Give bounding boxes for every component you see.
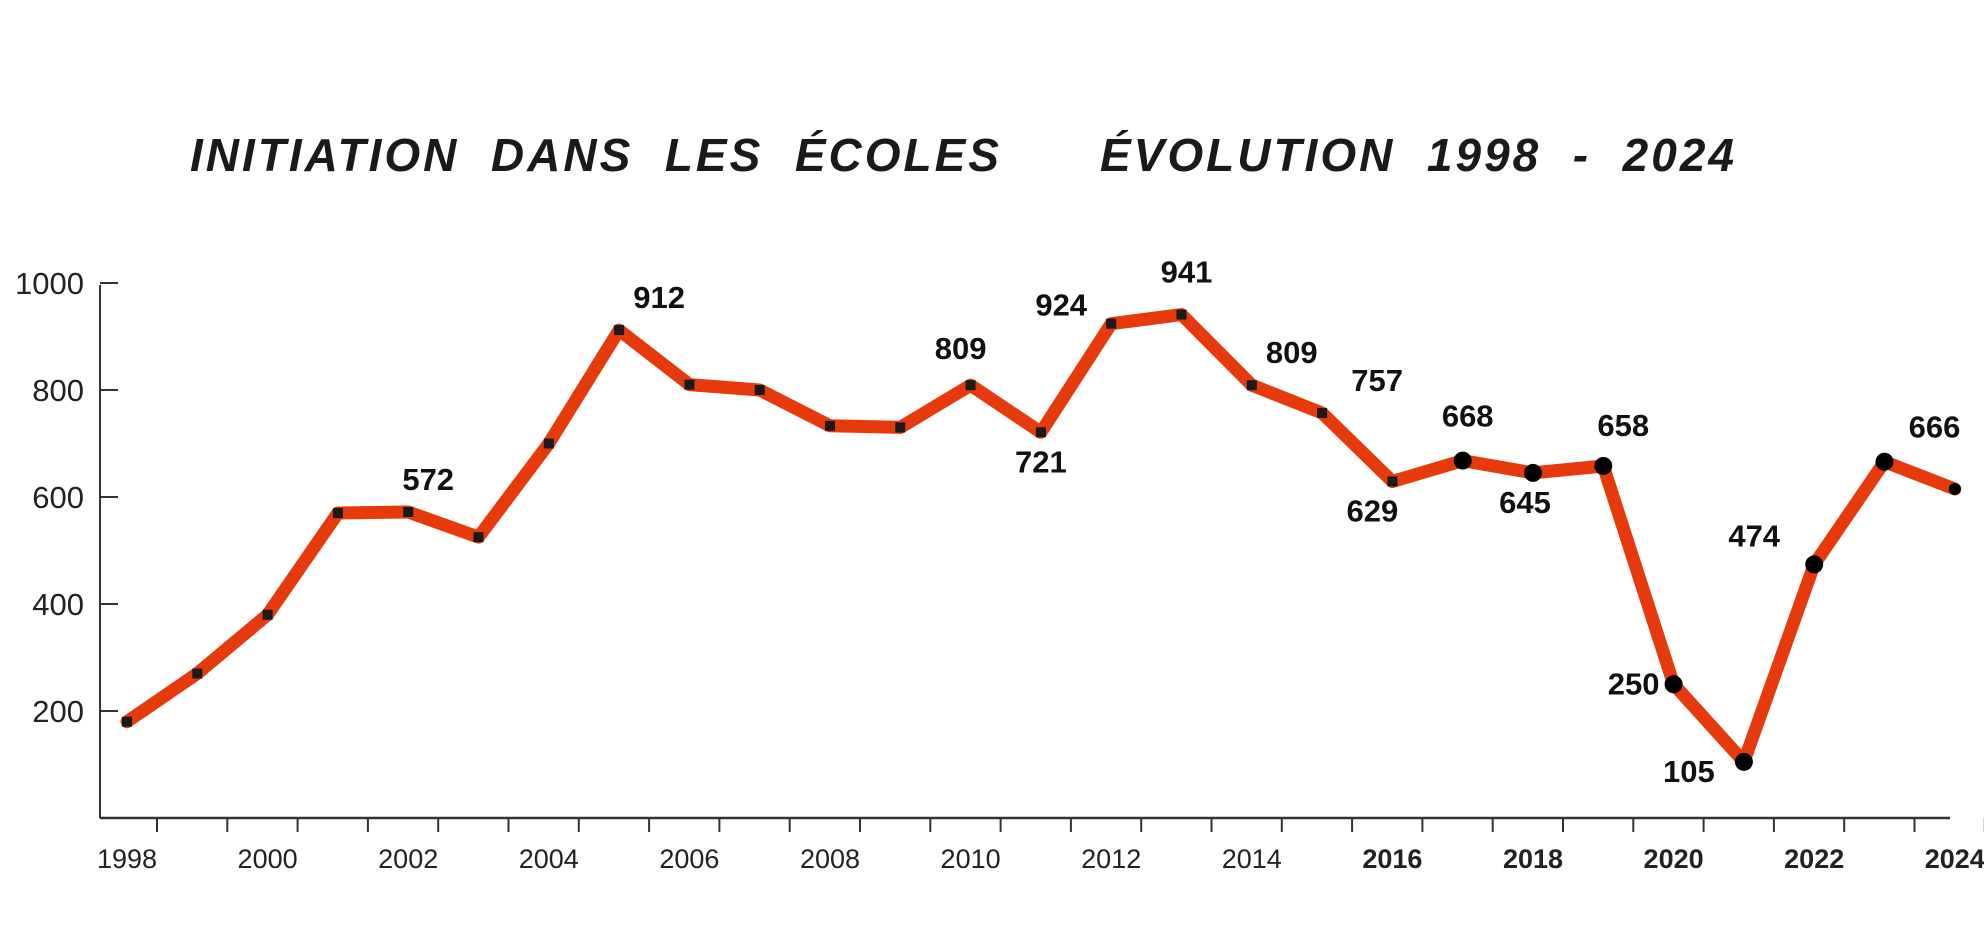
x-tick-label: 2010 [941, 844, 1001, 874]
y-tick-label: 400 [32, 587, 84, 622]
y-axis-ticks: 200 400 600 800 1000 [15, 266, 118, 729]
data-label-2014: 809 [1266, 335, 1318, 370]
data-point-2009 [895, 422, 906, 433]
x-tick-label: 2004 [519, 844, 579, 874]
chart-title: INITIATION DANS LES ÉCOLES ÉVOLUTION 199… [0, 128, 1984, 188]
data-point-2020 [1664, 675, 1683, 694]
y-tick-label: 200 [32, 694, 84, 729]
data-label-2019: 658 [1597, 408, 1649, 443]
x-tick-label: 2018 [1503, 844, 1563, 874]
x-tick-label: 2008 [800, 844, 860, 874]
data-point-2018 [1524, 463, 1542, 482]
y-tick-label: 1000 [15, 266, 84, 301]
data-point-2024 [1948, 482, 1961, 495]
data-point-2022 [1805, 555, 1824, 574]
y-tick-label: 600 [32, 480, 84, 515]
data-point-1998 [122, 716, 132, 727]
data-point-2011 [1035, 427, 1046, 438]
data-point-2003 [473, 532, 484, 543]
x-tick-label: 2024 [1925, 844, 1984, 874]
data-point-2008 [825, 420, 835, 431]
data-point-2023 [1875, 452, 1894, 471]
x-tick-label: 2016 [1362, 844, 1422, 874]
data-point-2010 [965, 380, 976, 391]
data-point-1999 [192, 668, 203, 679]
x-tick-label: 1998 [97, 844, 157, 874]
data-point-2013 [1176, 309, 1187, 320]
data-point-2021 [1734, 752, 1753, 771]
x-tick-label: 2014 [1222, 844, 1282, 874]
data-label-2018: 645 [1499, 485, 1551, 520]
data-label-2011: 721 [1015, 444, 1067, 479]
x-axis-ticks: 1998 2000 2002 2004 2006 2008 2010 2012 2014 2016… [97, 818, 1984, 874]
data-point-2019 [1594, 456, 1613, 475]
data-point-2006 [684, 379, 695, 390]
chart-axes [99, 285, 1950, 820]
data-label-2012: 924 [1035, 288, 1087, 323]
data-label-2016: 629 [1347, 493, 1399, 528]
data-point-2014 [1246, 380, 1257, 391]
data-label-2021: 105 [1663, 754, 1715, 789]
x-tick-label: 2006 [659, 844, 719, 874]
data-point-2002 [403, 506, 414, 517]
data-label-2013: 941 [1161, 255, 1213, 290]
x-tick-label: 2002 [378, 844, 438, 874]
x-tick-label: 2000 [238, 844, 298, 874]
data-point-2004 [543, 438, 554, 449]
data-point-2017 [1453, 451, 1472, 470]
x-tick-label: 2020 [1644, 844, 1704, 874]
data-point-2012 [1106, 318, 1117, 329]
data-point-2016 [1387, 476, 1398, 487]
x-tick-label: 2012 [1081, 844, 1141, 874]
data-label-2005: 912 [633, 280, 685, 315]
data-point-2007 [754, 385, 765, 395]
chart-series [120, 308, 1962, 769]
data-point-2001 [332, 508, 343, 519]
x-tick-label: 2022 [1784, 844, 1844, 874]
data-label-2015: 757 [1351, 363, 1403, 398]
data-point-2000 [262, 609, 273, 620]
data-label-2002: 572 [402, 462, 454, 497]
chart-data-labels: 572 912 809 721 924 941 809 757 629 668 645 658 250 1… [402, 255, 1961, 789]
data-label-2020: 250 [1608, 666, 1660, 701]
data-label-2017: 668 [1442, 399, 1494, 434]
data-label-2022: 474 [1728, 518, 1780, 553]
data-point-2015 [1317, 408, 1328, 419]
data-point-2005 [614, 325, 625, 336]
data-label-2023: 666 [1909, 410, 1961, 445]
chart-markers [122, 309, 1961, 771]
y-tick-label: 800 [32, 373, 84, 408]
chart-title-right: ÉVOLUTION 1998 - 2024 [1100, 129, 1738, 181]
chart-title-left: INITIATION DANS LES ÉCOLES [190, 129, 1002, 181]
series-line [120, 308, 1962, 769]
data-label-2010: 809 [935, 331, 987, 366]
